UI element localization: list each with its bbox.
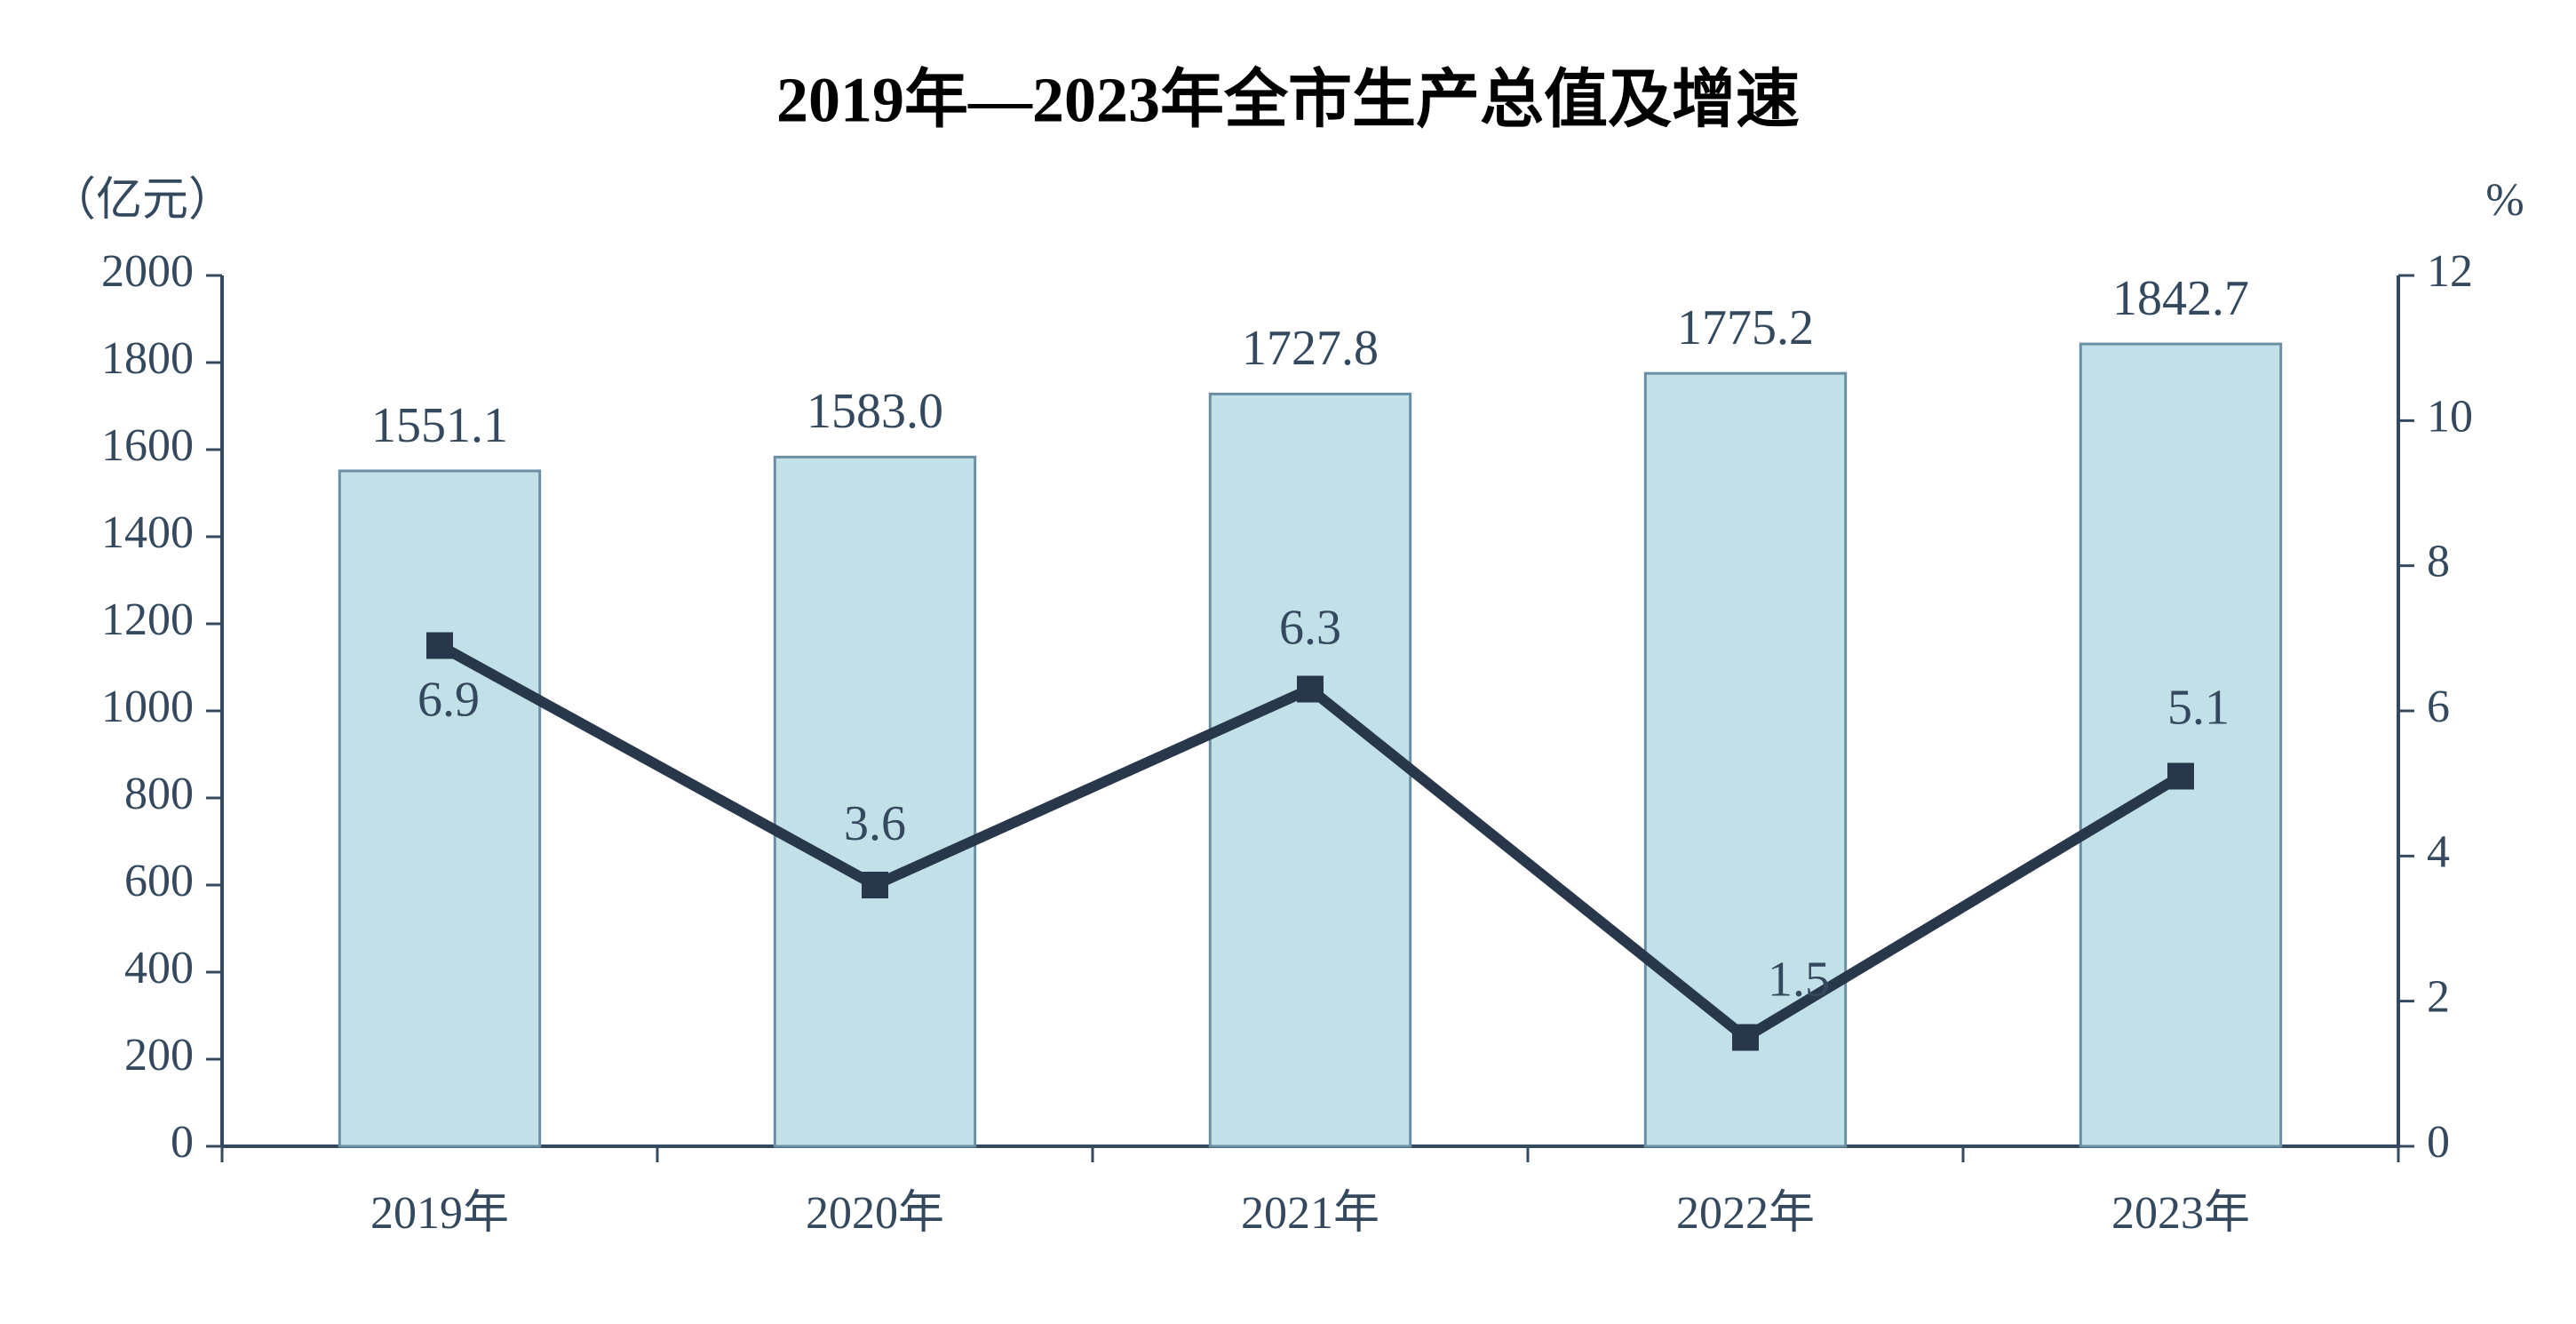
line-value-label: 6.3	[1279, 600, 1341, 655]
y2-tick-label: 2	[2427, 972, 2450, 1023]
y2-tick-label: 10	[2427, 391, 2473, 442]
y1-axis-unit-label: （亿元）	[50, 175, 235, 226]
line-marker	[1298, 677, 1323, 702]
x-category-label: 2021年	[1241, 1188, 1379, 1239]
y2-tick-label: 12	[2427, 246, 2473, 297]
y1-tick-label: 600	[124, 856, 194, 906]
x-category-label: 2023年	[2111, 1188, 2250, 1239]
bar	[2080, 344, 2280, 1146]
y1-tick-label: 800	[124, 769, 194, 819]
line-value-label: 3.6	[844, 796, 906, 851]
y1-tick-label: 0	[171, 1117, 194, 1168]
bar-value-label: 1775.2	[1677, 300, 1814, 355]
chart-title: 2019年—2023年全市生产总值及增速	[776, 65, 1800, 136]
gdp-growth-chart: 2019年—2023年全市生产总值及增速 （亿元）% 0 200 400 600 800 10…	[0, 0, 2576, 1324]
y1-tick-label: 1000	[101, 682, 194, 732]
line-value-label: 6.9	[417, 672, 480, 727]
bar-value-label: 1727.8	[1242, 321, 1379, 376]
y1-tick-label: 400	[124, 943, 194, 993]
line-marker	[1733, 1025, 1758, 1050]
x-category-label: 2019年	[370, 1188, 509, 1239]
y1-tick-label: 1600	[101, 420, 194, 471]
line-value-label: 5.1	[2167, 680, 2230, 735]
y2-tick-label: 4	[2427, 826, 2450, 877]
line-marker	[2168, 764, 2193, 789]
bar	[339, 471, 539, 1146]
bar-value-label: 1842.7	[2112, 271, 2249, 326]
y1-tick-label: 2000	[101, 246, 194, 297]
bar	[1210, 394, 1410, 1146]
bar-value-label: 1583.0	[807, 384, 943, 439]
x-category-label: 2020年	[806, 1188, 944, 1239]
y2-axis-unit-label: %	[2485, 175, 2524, 226]
line-marker	[863, 873, 887, 897]
bar-value-label: 1551.1	[371, 398, 508, 453]
y1-tick-label: 1200	[101, 594, 194, 645]
y1-tick-label: 1800	[101, 333, 194, 384]
x-category-label: 2022年	[1676, 1188, 1815, 1239]
y2-tick-label: 0	[2427, 1117, 2450, 1168]
line-value-label: 1.5	[1768, 952, 1830, 1007]
y1-tick-label: 200	[124, 1030, 194, 1081]
line-marker	[427, 634, 452, 658]
y1-tick-label: 1400	[101, 507, 194, 558]
y2-tick-label: 6	[2427, 682, 2450, 732]
y2-tick-label: 8	[2427, 537, 2450, 587]
